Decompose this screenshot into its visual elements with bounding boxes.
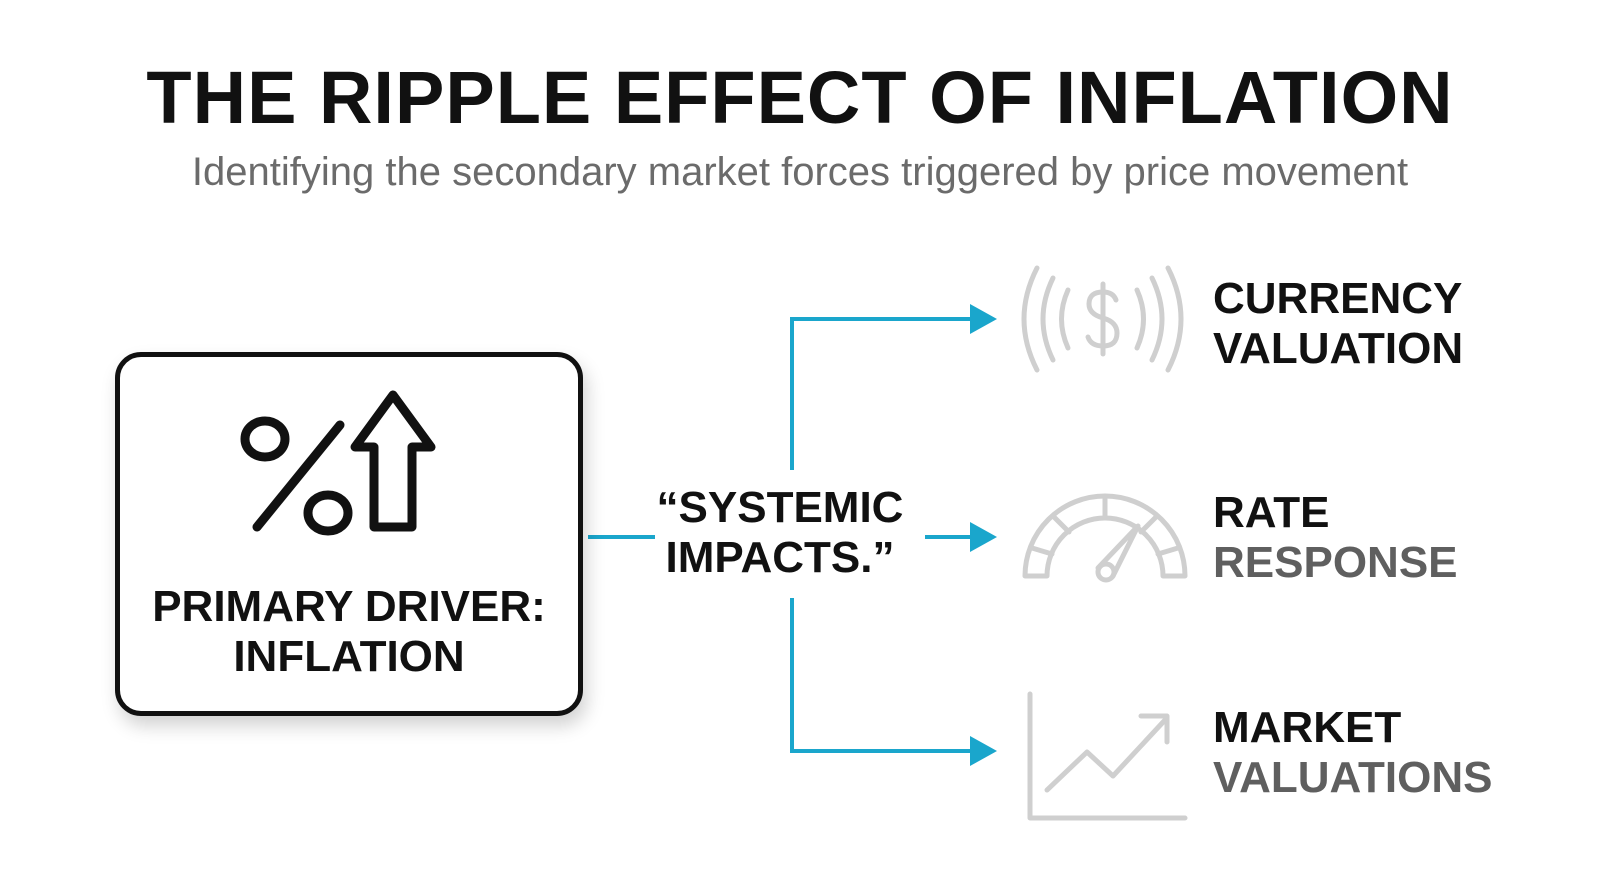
primary-driver-line1: PRIMARY DRIVER:: [152, 582, 546, 631]
trend-chart-icon: [1027, 691, 1188, 821]
impact-currency-line1: CURRENCY: [1213, 274, 1463, 323]
systemic-impacts-line2: IMPACTS.”: [665, 533, 895, 582]
systemic-impacts-line1: “SYSTEMIC: [656, 483, 904, 532]
currency-dollar-waves-icon: [1021, 265, 1184, 373]
percent-up-arrow-icon: [240, 390, 436, 536]
impact-market-line2: VALUATIONS: [1213, 753, 1493, 802]
impact-rate-line1: RATE: [1213, 488, 1330, 537]
systemic-impacts-label: “SYSTEMIC IMPACTS.”: [650, 483, 910, 583]
impact-currency-line2: VALUATION: [1213, 324, 1464, 373]
arrowhead-currency: [970, 304, 997, 334]
connector-to-currency: [790, 317, 975, 470]
impact-market-label: MARKET VALUATIONS: [1213, 703, 1492, 803]
page-title: THE RIPPLE EFFECT OF INFLATION: [146, 56, 1454, 139]
impact-rate-label: RATE RESPONSE: [1213, 488, 1458, 588]
impact-currency-label: CURRENCY VALUATION: [1213, 274, 1463, 374]
impact-market-line1: MARKET: [1213, 703, 1402, 752]
primary-driver-line2: INFLATION: [233, 632, 465, 681]
page-subtitle: Identifying the secondary market forces …: [191, 150, 1409, 194]
gauge-icon: [1022, 493, 1188, 583]
arrowhead-market: [970, 736, 997, 766]
arrowhead-rate: [970, 522, 997, 552]
primary-driver-label: PRIMARY DRIVER: INFLATION: [120, 582, 578, 682]
connector-to-market: [790, 598, 975, 753]
impact-rate-line2: RESPONSE: [1213, 538, 1458, 587]
primary-driver-card: PRIMARY DRIVER: INFLATION: [115, 352, 583, 716]
